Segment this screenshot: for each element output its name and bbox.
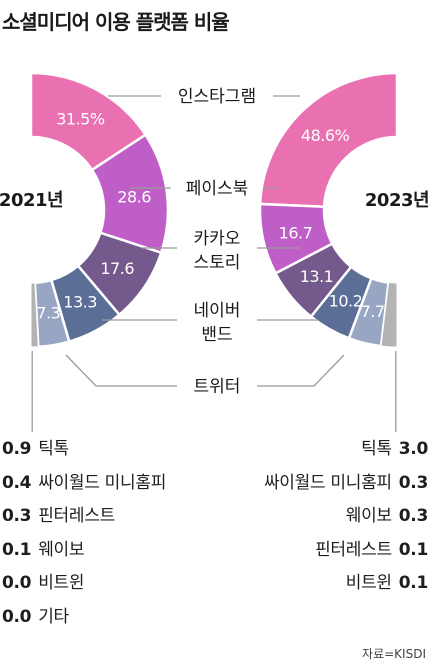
platform-label-line: 페이스북 (186, 179, 249, 199)
minor-label: 기타 (38, 606, 69, 627)
minor-item: 핀터레스트 0.1 (264, 539, 428, 573)
platform-label-line: 트위터 (194, 377, 241, 397)
value-label-twitter-2023: 7.7 (361, 302, 385, 321)
minor-label: 싸이월드 미니홈피 (263, 472, 392, 493)
minor-item: 0.4 싸이월드 미니홈피 (2, 472, 166, 506)
minor-label: 핀터레스트 (315, 539, 392, 560)
minor-label: 틱톡 (361, 439, 392, 459)
minor-label: 틱톡 (38, 439, 69, 459)
platform-label-instagram: 인스타그램 (178, 87, 256, 107)
platform-label-facebook: 페이스북 (186, 179, 249, 199)
donut-2021: 31.5% 28.6 17.613.37.3 (29, 71, 170, 432)
chart-title: 소셜미디어 이용 플랫폼 비율 (2, 10, 230, 34)
minor-label: 웨이보 (345, 506, 392, 527)
minor-value: 0.1 (398, 539, 429, 560)
platform-label-line: 스토리 (194, 253, 241, 273)
minor-value: 3.0 (398, 439, 429, 459)
minor-value: 0.1 (398, 573, 429, 594)
minor-item: 싸이월드 미니홈피 0.3 (264, 472, 428, 506)
platform-label-twitter: 트위터 (194, 377, 241, 397)
minor-item: 0.1 웨이보 (2, 539, 166, 573)
value-label-instagram-2023: 48.6% (301, 126, 350, 145)
minor-value: 0.1 (2, 539, 32, 560)
minor-item: 0.0 비트윈 (2, 572, 166, 606)
segment-instagram-2023 (258, 71, 399, 209)
donut-chart: 31.5% 28.6 17.613.37.3 48.6% 16.7 13.1 10.27.… (0, 71, 430, 432)
minor-platforms-2023: 틱톡 3.0 싸이월드 미니홈피 0.3 웨이보 0.3 핀터레스트 0.1 비트윈 0.1 (264, 438, 428, 606)
minor-label: 웨이보 (38, 539, 85, 560)
source-note: 자료=KISDI (362, 647, 426, 661)
value-label-instagram-2021: 31.5% (56, 109, 105, 128)
minor-value: 0.3 (398, 472, 429, 493)
minor-label: 비트윈 (345, 573, 392, 594)
minor-item: 0.9 틱톡 (2, 438, 166, 472)
minor-value: 0.3 (398, 506, 429, 527)
value-label-band-2023: 10.2 (329, 291, 363, 310)
minor-item: 0.3 핀터레스트 (2, 505, 166, 539)
value-label-facebook-2021: 28.6 (117, 187, 151, 206)
minor-value: 0.9 (2, 439, 32, 459)
leader-lines (65, 95, 345, 387)
minor-value: 0.3 (2, 506, 32, 527)
minor-label: 싸이월드 미니홈피 (38, 472, 167, 493)
minor-item: 비트윈 0.1 (264, 572, 429, 606)
value-label-facebook-2023: 16.7 (279, 224, 313, 243)
year-label-2023: 2023년 (365, 190, 429, 211)
leader-twitter-2023 (313, 354, 345, 387)
minor-label: 핀터레스트 (38, 506, 115, 527)
leader-twitter-2021 (65, 354, 97, 387)
minor-value: 0.4 (2, 472, 32, 493)
minor-platforms-2021: 0.9 틱톡 0.4 싸이월드 미니홈피 0.3 핀터레스트 0.1 웨이보 0.0 비트윈 0.0… (2, 438, 166, 640)
minor-value: 0.0 (2, 606, 32, 627)
donut-2023: 48.6% 16.7 13.1 10.27.7 (258, 71, 399, 432)
platform-label-line: 네이버 (194, 301, 241, 321)
value-label-twitter-2021: 7.3 (36, 304, 60, 323)
value-label-band-2021: 13.3 (63, 293, 97, 312)
segment-minor-2023 (380, 281, 398, 348)
year-label-2021: 2021년 (0, 190, 63, 211)
value-label-kakaostory-2021: 17.6 (100, 259, 134, 278)
minor-item: 틱톡 3.0 (264, 438, 428, 472)
minor-value: 0.0 (2, 573, 32, 594)
minor-item: 웨이보 0.3 (264, 505, 429, 539)
platform-label-line: 인스타그램 (178, 87, 256, 107)
platform-label-line: 밴드 (201, 325, 232, 345)
segment-minor-2021 (30, 282, 39, 348)
minor-item: 0.0 기타 (2, 606, 166, 640)
minor-label: 비트윈 (38, 573, 85, 594)
platform-label-line: 카카오 (194, 229, 241, 249)
value-label-kakaostory-2023: 13.1 (300, 267, 334, 286)
